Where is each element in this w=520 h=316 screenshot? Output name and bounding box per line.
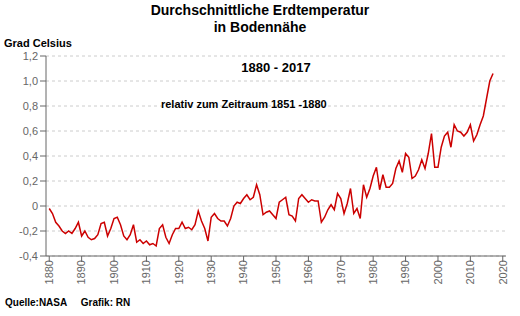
svg-text:0,6: 0,6 <box>23 125 38 137</box>
svg-text:1920: 1920 <box>173 260 185 284</box>
html-text:1880 - 2017: 1880 - 2017 <box>241 60 311 75</box>
svg-text:2000: 2000 <box>432 260 444 284</box>
svg-text:1960: 1960 <box>302 260 314 284</box>
html-text:in Bodennähe: in Bodennähe <box>213 19 307 35</box>
svg-text:-0,2: -0,2 <box>19 225 38 237</box>
svg-text:1930: 1930 <box>205 260 217 284</box>
svg-text:1970: 1970 <box>335 260 347 284</box>
html-text:relativ zum Zeitraum 1851 -188: relativ zum Zeitraum 1851 -1880 <box>160 98 327 110</box>
svg-text:1880: 1880 <box>43 260 55 284</box>
svg-text:0,2: 0,2 <box>23 175 38 187</box>
svg-text:2020: 2020 <box>497 260 509 284</box>
svg-text:1950: 1950 <box>270 260 282 284</box>
svg-text:1890: 1890 <box>75 260 87 284</box>
svg-text:1990: 1990 <box>399 260 411 284</box>
svg-text:1,2: 1,2 <box>23 50 38 62</box>
html-text:Quelle:NASA Grafik: RN: Quelle:NASA Grafik: RN <box>5 297 131 308</box>
svg-text:1900: 1900 <box>108 260 120 284</box>
svg-text:0,8: 0,8 <box>23 100 38 112</box>
svg-text:-0,4: -0,4 <box>19 250 38 262</box>
svg-text:1980: 1980 <box>367 260 379 284</box>
html-text:Grad Celsius: Grad Celsius <box>4 37 72 49</box>
svg-text:0,4: 0,4 <box>23 150 38 162</box>
svg-text:1,0: 1,0 <box>23 75 38 87</box>
svg-text:2010: 2010 <box>464 260 476 284</box>
svg-text:0: 0 <box>32 200 38 212</box>
svg-text:1910: 1910 <box>140 260 152 284</box>
html-text:Durchschnittliche Erdtemperatu: Durchschnittliche Erdtemperatur <box>150 2 370 18</box>
svg-text:1940: 1940 <box>237 260 249 284</box>
